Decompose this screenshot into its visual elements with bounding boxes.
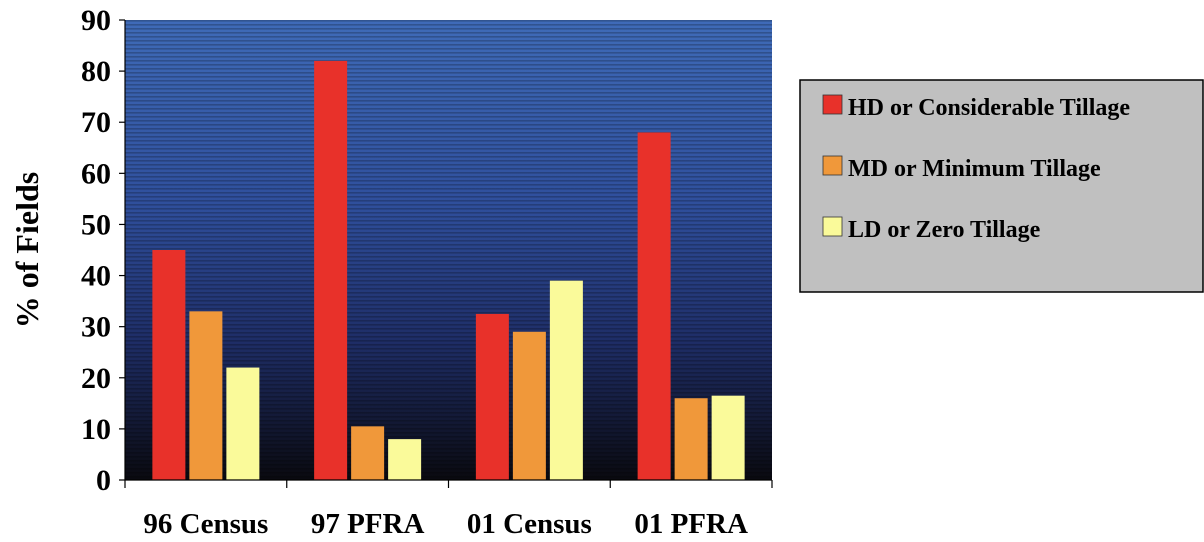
x-category-label: 01 Census	[467, 508, 592, 540]
y-tick-label: 20	[81, 362, 111, 395]
bar-2-01-census	[512, 331, 546, 480]
bars-group	[152, 60, 745, 481]
bar-2-01-pfra	[674, 398, 708, 480]
y-tick-label: 40	[81, 260, 111, 293]
x-category-label: 97 PFRA	[311, 508, 425, 540]
y-tick-label: 50	[81, 208, 111, 241]
y-axis-title: % of Fields	[9, 172, 45, 328]
y-tick-label: 60	[81, 157, 111, 190]
bar-2-96-census	[189, 311, 223, 480]
x-category-label: 01 PFRA	[634, 508, 748, 540]
legend-label: HD or Considerable Tillage	[848, 95, 1130, 121]
bar-3-01-pfra	[711, 395, 745, 480]
legend-label: LD or Zero Tillage	[848, 217, 1041, 243]
y-tick-labels: 0 10 20 30 40 50 60 70 80 90	[81, 4, 111, 497]
bar-1-01-pfra	[637, 132, 671, 480]
y-tick-label: 70	[81, 106, 111, 139]
y-tick-label: 10	[81, 413, 111, 446]
legend-box	[799, 79, 1204, 293]
bar-1-97-pfra	[314, 60, 348, 481]
bar-3-01-census	[549, 280, 583, 480]
y-tick-label: 80	[81, 55, 111, 88]
bar-3-96-census	[226, 367, 260, 480]
bar-1-96-census	[152, 250, 186, 480]
bar-2-97-pfra	[351, 426, 385, 480]
legend-label: MD or Minimum Tillage	[848, 156, 1101, 182]
axes-group	[119, 19, 773, 488]
legend-swatch	[822, 216, 843, 237]
legend: HD or Considerable Tillage MD or Minimum …	[799, 79, 1204, 293]
y-tick-label: 90	[81, 4, 111, 37]
x-category-label: 96 Census	[143, 508, 268, 540]
x-category-labels: 96 Census 97 PFRA 01 Census 01 PFRA	[143, 508, 748, 540]
bar-1-01-census	[475, 313, 509, 480]
y-tick-label: 30	[81, 311, 111, 344]
legend-swatch	[822, 94, 843, 115]
legend-swatch	[822, 155, 843, 176]
y-tick-label: 0	[96, 464, 111, 497]
bar-3-97-pfra	[388, 439, 422, 480]
